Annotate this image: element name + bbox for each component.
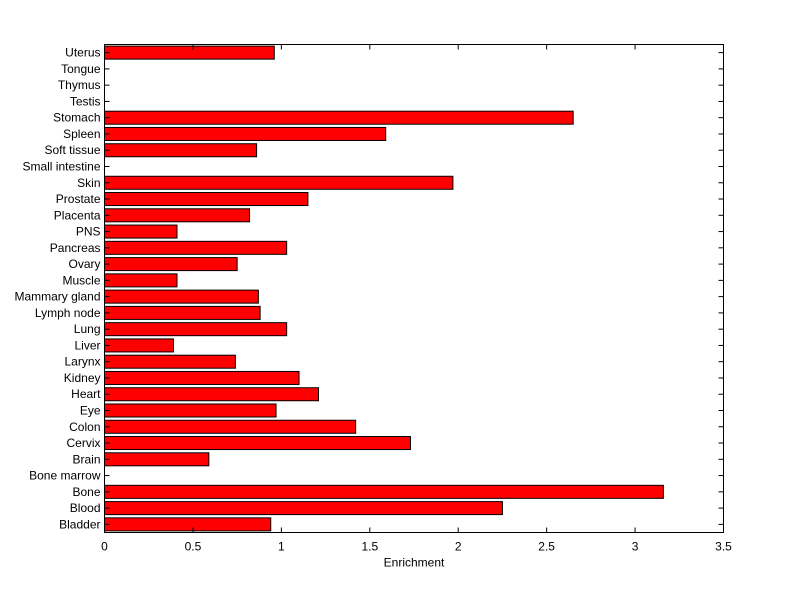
plot-area — [104, 44, 724, 533]
bar-bone — [104, 484, 664, 499]
y-tick-label-soft-tissue: Soft tissue — [44, 143, 100, 157]
y-tick-label-bladder: Bladder — [59, 517, 100, 531]
bar-lung — [104, 322, 288, 337]
y-tick-label-thymus: Thymus — [58, 78, 101, 92]
x-tick-label: 0.5 — [185, 540, 202, 554]
bar-spleen — [104, 126, 387, 141]
x-tick-label: 3.5 — [715, 540, 732, 554]
y-tick-label-uterus: Uterus — [65, 46, 100, 60]
bar-pancreas — [104, 240, 288, 255]
x-tick-label: 2 — [455, 540, 462, 554]
y-tick-label-pns: PNS — [76, 225, 101, 239]
bar-brain — [104, 452, 210, 467]
bar-pns — [104, 224, 178, 239]
y-tick-label-muscle: Muscle — [62, 273, 100, 287]
bar-kidney — [104, 370, 300, 385]
bar-larynx — [104, 354, 236, 369]
y-tick-label-placenta: Placenta — [54, 208, 101, 222]
y-tick-label-eye: Eye — [80, 404, 101, 418]
y-tick-label-skin: Skin — [77, 176, 100, 190]
x-tick-label: 3 — [632, 540, 639, 554]
y-tick-label-ovary: Ovary — [68, 257, 100, 271]
y-tick-label-prostate: Prostate — [56, 192, 101, 206]
bar-blood — [104, 501, 503, 516]
y-tick-label-tongue: Tongue — [61, 62, 101, 76]
y-tick-label-brain: Brain — [72, 452, 100, 466]
x-axis-title: Enrichment — [384, 556, 445, 570]
y-tick-label-blood: Blood — [70, 501, 101, 515]
bar-liver — [104, 338, 174, 353]
bar-bladder — [104, 517, 272, 532]
y-tick-label-heart: Heart — [71, 387, 101, 401]
y-tick-label-spleen: Spleen — [63, 127, 100, 141]
bar-eye — [104, 403, 277, 418]
bar-lymph-node — [104, 305, 261, 320]
x-tick-label: 1.5 — [361, 540, 378, 554]
bar-prostate — [104, 192, 309, 207]
bar-placenta — [104, 208, 251, 223]
bar-mammary-gland — [104, 289, 259, 304]
bar-muscle — [104, 273, 178, 288]
labels-layer: Bladder Blood Bone Bone marrow Brain Cervix Co… — [14, 46, 732, 554]
y-tick-label-lung: Lung — [74, 322, 101, 336]
y-tick-label-testis: Testis — [70, 94, 101, 108]
y-tick-label-bone-marrow: Bone marrow — [29, 469, 101, 483]
y-tick-label-small-intestine: Small intestine — [22, 160, 100, 174]
bar-cervix — [104, 436, 411, 451]
bar-ovary — [104, 257, 238, 272]
ticks-layer — [104, 44, 724, 533]
bar-soft-tissue — [104, 143, 258, 158]
y-tick-label-stomach: Stomach — [53, 111, 100, 125]
bar-uterus — [104, 45, 275, 60]
y-tick-label-colon: Colon — [69, 420, 100, 434]
x-tick-label: 0 — [101, 540, 108, 554]
x-tick-label: 1 — [278, 540, 285, 554]
y-tick-label-cervix: Cervix — [66, 436, 100, 450]
y-tick-label-larynx: Larynx — [64, 355, 100, 369]
bar-stomach — [104, 110, 574, 125]
bars-layer — [104, 45, 664, 532]
bar-colon — [104, 419, 357, 434]
y-tick-label-kidney: Kidney — [64, 371, 101, 385]
bar-skin — [104, 175, 454, 190]
y-tick-label-mammary-gland: Mammary gland — [14, 290, 100, 304]
bar-heart — [104, 387, 319, 402]
y-tick-label-bone: Bone — [72, 485, 100, 499]
x-tick-label: 2.5 — [538, 540, 555, 554]
y-tick-label-liver: Liver — [74, 338, 100, 352]
y-tick-label-pancreas: Pancreas — [50, 241, 101, 255]
y-tick-label-lymph-node: Lymph node — [35, 306, 101, 320]
